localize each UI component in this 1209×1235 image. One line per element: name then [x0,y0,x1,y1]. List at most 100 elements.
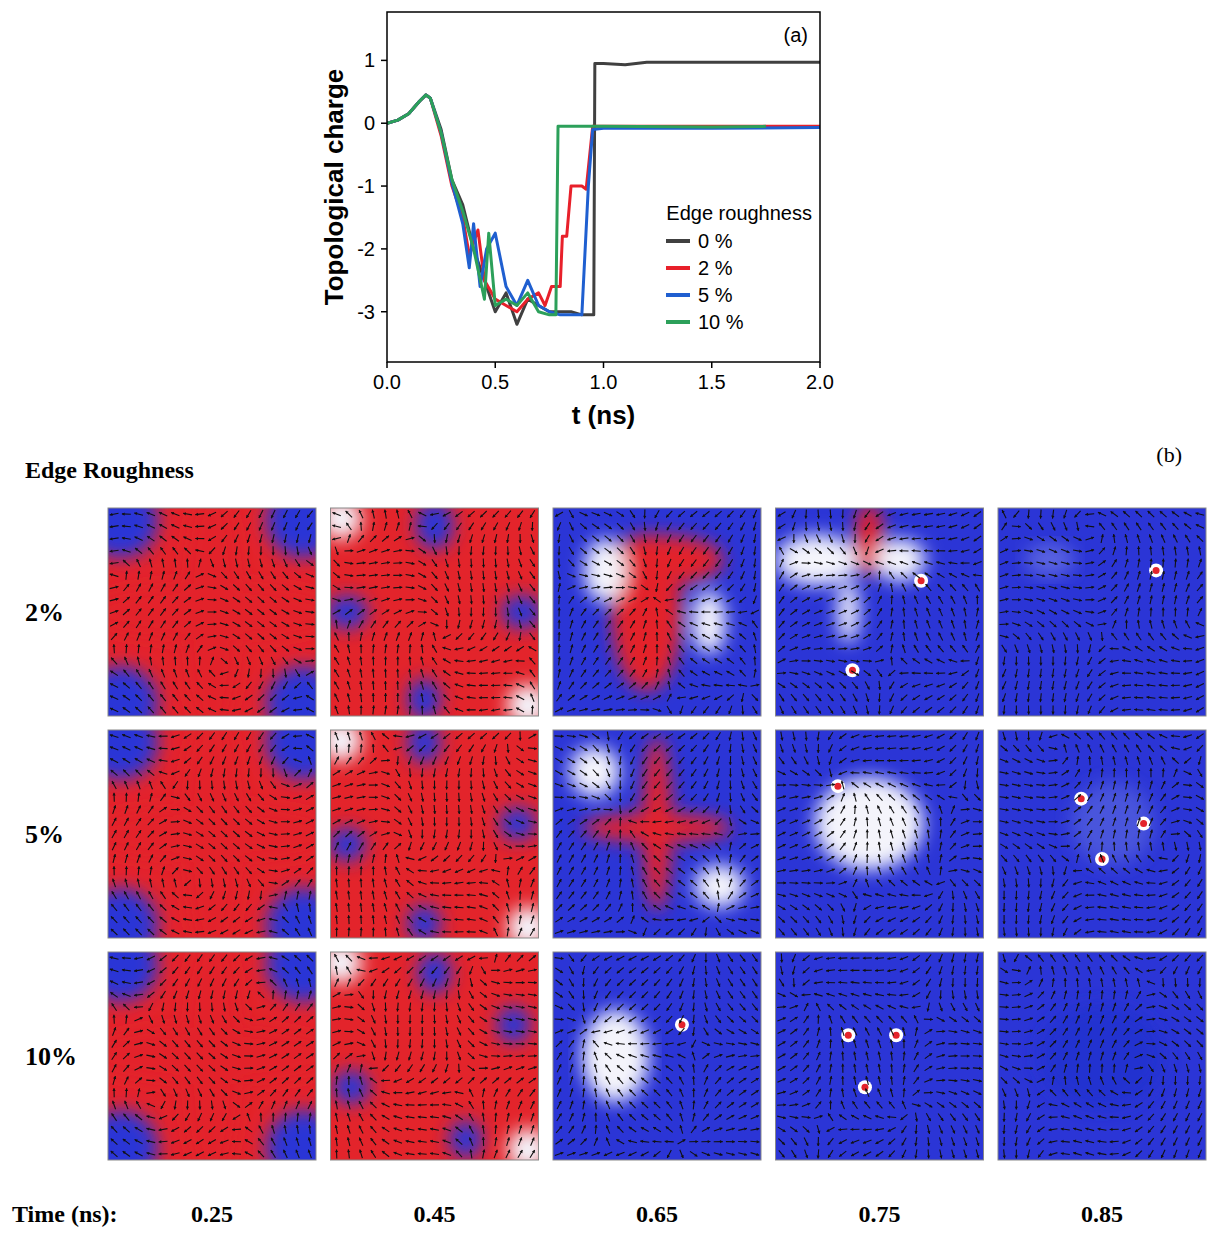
arrow-field [1000,510,1205,715]
domain [333,1071,370,1104]
snapshot-ground [553,508,761,716]
domain [507,1129,538,1160]
domains [108,508,316,716]
snapshot-frame [553,952,761,1160]
skyrmion-halo [675,1018,689,1032]
column-label: 0.85 [1081,1201,1123,1227]
legend-swatch [666,239,690,243]
domains [331,508,539,716]
snapshot [998,508,1206,716]
snapshot-frame [553,730,761,938]
y-tick [381,311,387,313]
domains [582,1010,649,1102]
y-tick-label: -3 [357,301,375,323]
arrow-field [555,732,760,937]
arrow-field [1000,954,1204,1159]
skyrmion [845,1032,852,1039]
panel-label: (a) [784,24,808,46]
arrow-heads [110,955,314,1156]
columns-title: Time (ns): [12,1201,118,1227]
x-tick-label: 2.0 [806,371,834,393]
snapshot [776,508,984,716]
snapshot [553,508,761,716]
snapshot [553,730,761,938]
arrow-heads [1002,510,1203,714]
domains [1025,543,1075,576]
y-tick [381,185,387,187]
arrow-heads [558,957,759,1158]
grid-title: Edge Roughness [25,457,194,483]
row-label: 5% [25,820,64,849]
panel-label: (b) [1156,442,1182,467]
snapshot-ground [553,952,761,1160]
domain [499,807,536,840]
snapshot [331,952,539,1160]
domain [407,679,440,716]
domain [108,888,158,938]
arrow-field [777,954,982,1159]
legend-swatch [666,293,690,297]
x-tick [603,362,605,368]
y-tick-label: -1 [357,175,375,197]
series-line [387,95,820,315]
snapshot-frame [331,508,539,716]
arrow-heads [778,513,980,715]
snapshot-ground [998,730,1206,938]
arrow-heads [1002,954,1203,1158]
arrow-field [777,510,982,715]
snapshot [108,730,316,938]
snapshot [776,730,984,938]
arrow-heads [780,735,982,937]
legend-label: 0 % [698,230,733,252]
column-label: 0.45 [414,1201,456,1227]
snapshot [331,508,539,716]
snapshot-frame [776,508,984,716]
skyrmion-halo [858,1080,872,1094]
domains [776,508,926,643]
arrow-field [777,732,982,937]
snapshot [108,952,316,1160]
plot-frame [387,12,820,362]
arrow-field [555,510,759,715]
snapshot [331,730,539,938]
snapshot-ground [998,952,1206,1160]
arrow-heads [555,513,759,714]
x-tick-label: 0.5 [481,371,509,393]
row-label: 2% [25,598,64,627]
domain [692,591,725,653]
legend-swatch [666,266,690,270]
skyrmion [861,1084,868,1091]
panel-b: (b)Edge Roughness2%5%10%0.250.450.650.75… [12,442,1206,1227]
domains [108,730,316,938]
snapshot-frame [108,508,316,716]
snapshot [553,952,761,1160]
arrow-field [332,510,536,715]
figure: 0.00.51.01.52.0-3-2-101t (ns)Topological… [0,0,1209,1235]
x-tick-label: 1.0 [590,371,618,393]
legend-title: Edge roughness [666,202,812,224]
snapshot-ground [331,952,539,1160]
snapshot-frame [776,952,984,1160]
skyrmion-halo [1137,817,1151,831]
x-tick-label: 1.5 [698,371,726,393]
snapshot-ground [776,730,984,938]
arrow-heads [558,735,759,937]
domain [582,1010,649,1102]
y-tick [381,248,387,250]
snapshot-frame [331,730,539,938]
arrow-heads [110,734,314,934]
arrow-heads [1002,733,1203,937]
arrow-field [1000,732,1204,937]
domains [815,778,923,870]
column-label: 0.65 [636,1201,678,1227]
series-line [387,62,820,324]
snapshot-frame [553,508,761,716]
y-tick [381,122,387,124]
skyrmion [1140,820,1147,827]
x-tick-label: 0.0 [373,371,401,393]
arrow-heads [334,954,537,1156]
y-axis-title: Topological charge [319,69,349,305]
domain [449,1120,482,1157]
skyrmion [834,783,841,790]
x-tick [495,362,497,368]
